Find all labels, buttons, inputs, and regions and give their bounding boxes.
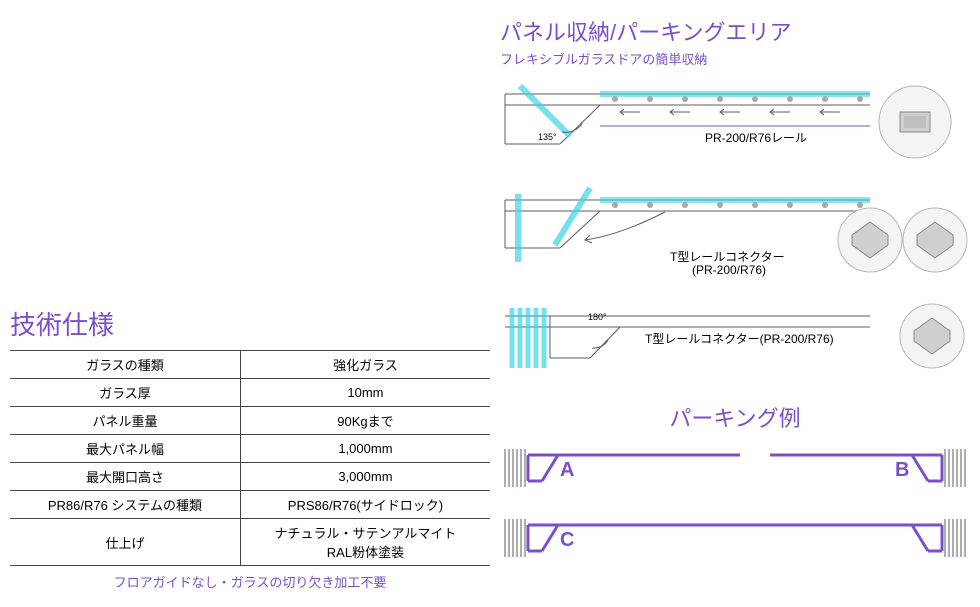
spec-heading: 技術仕様	[10, 305, 490, 342]
diagram-1-angle: 135°	[538, 132, 557, 142]
parking-examples: パーキング例	[500, 401, 970, 573]
spec-label: 最大パネル幅	[10, 435, 240, 463]
spec-value: ナチュラル・サテンアルマイト RAL粉体塗装	[240, 519, 490, 566]
parking-label-a: A	[560, 459, 574, 482]
spec-row: 最大パネル幅1,000mm	[10, 435, 490, 463]
spec-footnote: フロアガイドなし・ガラスの切り欠き加工不要	[10, 566, 490, 596]
spec-value: 3,000mm	[240, 463, 490, 491]
spec-row: 仕上げナチュラル・サテンアルマイト RAL粉体塗装	[10, 519, 490, 566]
spec-label: 最大開口高さ	[10, 463, 240, 491]
spec-row: 最大開口高さ3,000mm	[10, 463, 490, 491]
diagram-2: T型レールコネクター (PR-200/R76)	[500, 180, 970, 280]
spec-label: パネル重量	[10, 407, 240, 435]
spec-label: PR86/R76 システムの種類	[10, 491, 240, 519]
spec-footnote-row: フロアガイドなし・ガラスの切り欠き加工不要	[10, 566, 490, 596]
spec-label: ガラス厚	[10, 379, 240, 407]
diagram-3-callout: T型レールコネクター(PR-200/R76)	[645, 330, 834, 347]
spec-label: 仕上げ	[10, 519, 240, 566]
diagram-3: T型レールコネクター(PR-200/R76) 180°	[500, 298, 970, 376]
diagram-1-callout: PR-200/R76レール	[705, 129, 807, 146]
spec-table: ガラスの種類強化ガラスガラス厚10mmパネル重量90Kgまで最大パネル幅1,00…	[10, 350, 490, 595]
spec-row: ガラスの種類強化ガラス	[10, 351, 490, 379]
diagram-1-svg	[500, 74, 970, 162]
spec-value: PRS86/R76(サイドロック)	[240, 491, 490, 519]
spec-value: 1,000mm	[240, 435, 490, 463]
spec-value: 10mm	[240, 379, 490, 407]
diagram-2-callout-sub: (PR-200/R76)	[692, 263, 766, 277]
diagram-3-angle: 180°	[588, 312, 607, 322]
parking-heading: パーキング例	[500, 401, 970, 433]
parking-row-1: A B	[500, 443, 970, 503]
spec-section: 技術仕様 ガラスの種類強化ガラスガラス厚10mmパネル重量90Kgまで最大パネル…	[10, 305, 490, 595]
parking-label-c: C	[560, 529, 574, 552]
spec-row: ガラス厚10mm	[10, 379, 490, 407]
spec-label: ガラスの種類	[10, 351, 240, 379]
spec-value: 90Kgまで	[240, 407, 490, 435]
diagram-section: パネル収納/パーキングエリア フレキシブルガラスドアの簡単収納	[500, 15, 970, 573]
parking-row-2: C	[500, 513, 970, 573]
diagram-1: PR-200/R76レール 135°	[500, 74, 970, 162]
diagram-heading: パネル収納/パーキングエリア	[500, 15, 970, 47]
spec-row: PR86/R76 システムの種類PRS86/R76(サイドロック)	[10, 491, 490, 519]
spec-value: 強化ガラス	[240, 351, 490, 379]
spec-row: パネル重量90Kgまで	[10, 407, 490, 435]
parking-label-b: B	[895, 459, 909, 482]
diagram-subheading: フレキシブルガラスドアの簡単収納	[500, 49, 970, 68]
